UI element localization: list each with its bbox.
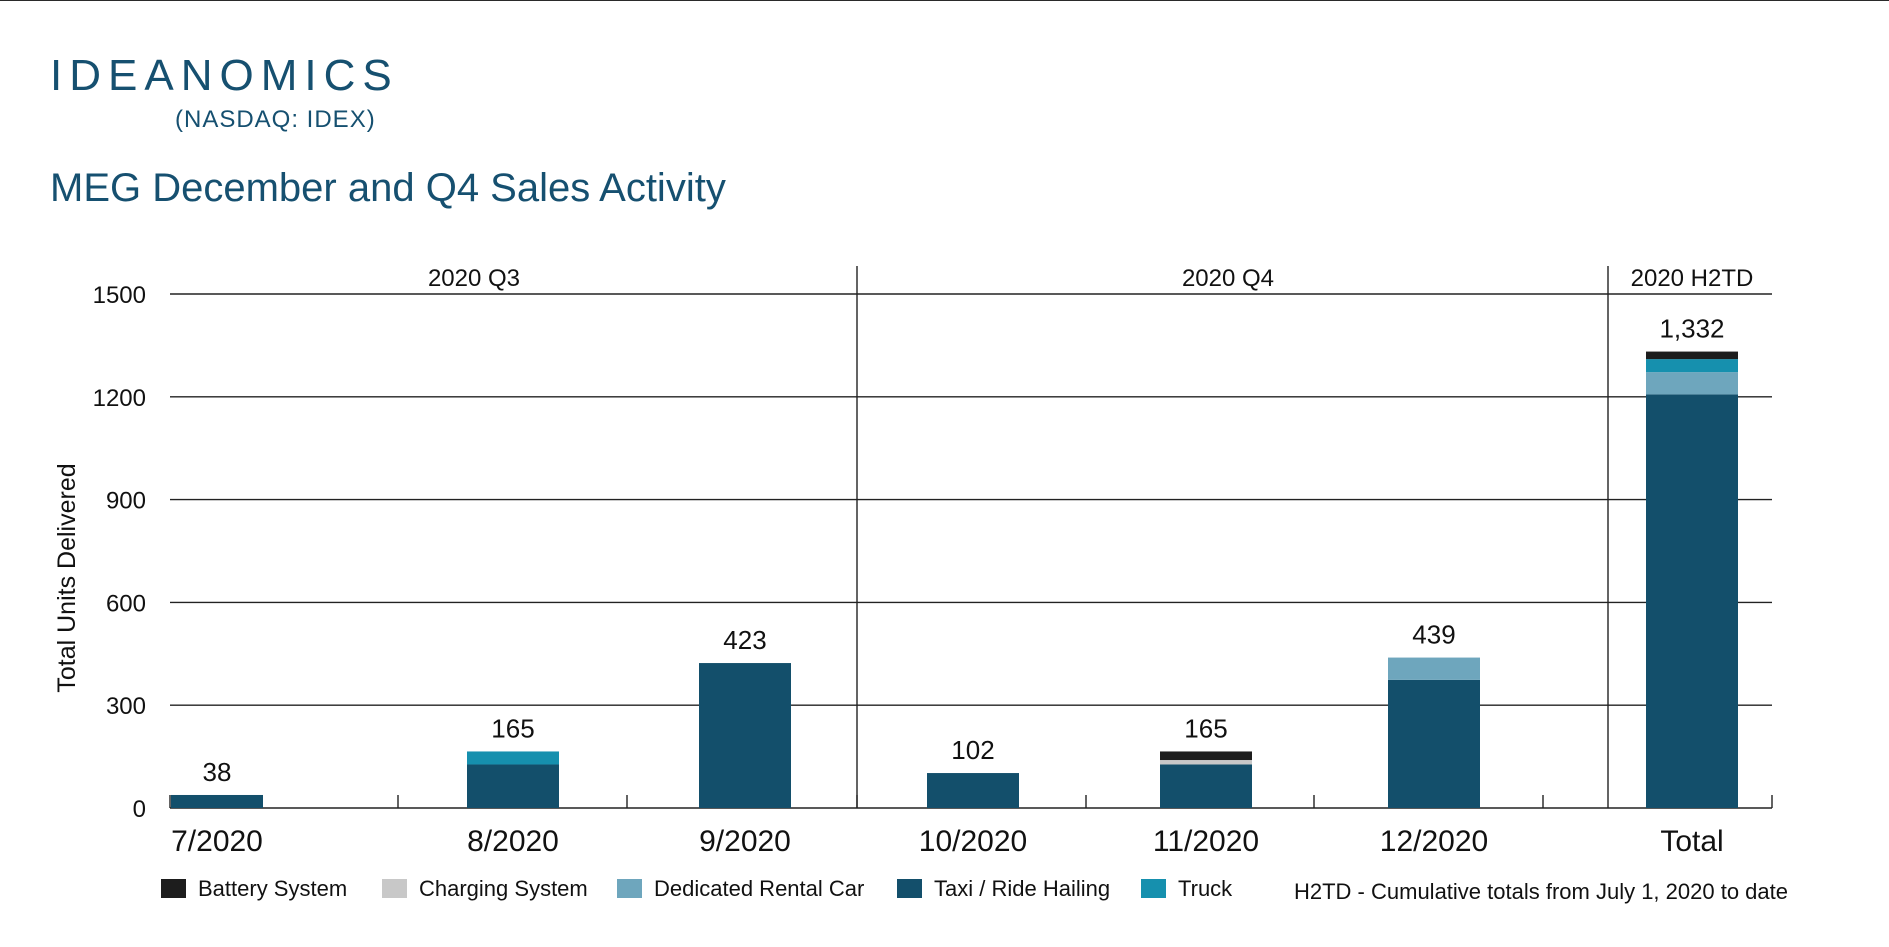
group-label: 2020 Q3	[428, 265, 520, 292]
bar-segment	[1160, 751, 1252, 761]
bar-segment	[699, 663, 791, 808]
legend-swatch	[617, 879, 642, 898]
legend-swatch	[382, 879, 407, 898]
bar-total-label: 38	[203, 757, 232, 787]
chart-footnote: H2TD - Cumulative totals from July 1, 20…	[1294, 879, 1788, 904]
y-tick-label: 1200	[93, 385, 146, 412]
y-tick-label: 0	[133, 796, 146, 823]
legend-label: Truck	[1178, 876, 1233, 901]
bar-total-label: 439	[1412, 620, 1455, 650]
legend-item: Dedicated Rental Car	[617, 876, 864, 901]
bar-segment	[1646, 351, 1738, 360]
legend-item: Taxi / Ride Hailing	[897, 876, 1110, 901]
x-tick-label: 11/2020	[1153, 825, 1259, 858]
bar-segment	[1160, 764, 1252, 808]
bar-segment	[1646, 359, 1738, 373]
bar-segment	[927, 773, 1019, 808]
legend-label: Taxi / Ride Hailing	[934, 876, 1110, 901]
bar-total-label: 165	[491, 713, 534, 743]
company-logo: IDEANOMICS	[50, 51, 399, 100]
x-tick-label: 9/2020	[699, 825, 791, 858]
bar-segment	[467, 764, 559, 808]
legend-swatch	[897, 879, 922, 898]
y-tick-label: 600	[106, 590, 146, 617]
bar-segment	[1646, 372, 1738, 395]
legend-swatch	[1141, 879, 1166, 898]
y-tick-label: 900	[106, 488, 146, 515]
legend-label: Dedicated Rental Car	[654, 876, 864, 901]
ticker-label: (NASDAQ: IDEX)	[175, 106, 376, 133]
bar-total-label: 1,332	[1659, 314, 1724, 344]
bar-total-label: 102	[951, 735, 994, 765]
x-tick-label: 8/2020	[467, 825, 559, 858]
y-axis-label: Total Units Delivered	[53, 463, 81, 692]
x-tick-label: 10/2020	[919, 825, 1027, 858]
legend-item: Battery System	[161, 876, 347, 901]
bar-segment	[1388, 679, 1480, 808]
page-title: MEG December and Q4 Sales Activity	[50, 166, 726, 210]
bar-segment	[1388, 657, 1480, 680]
legend-label: Battery System	[198, 876, 347, 901]
top-rule	[0, 0, 1889, 1]
bar-segment	[467, 751, 559, 765]
group-label: 2020 H2TD	[1631, 265, 1754, 292]
legend-item: Truck	[1141, 876, 1233, 901]
legend-swatch	[161, 879, 186, 898]
x-tick-label: Total	[1660, 825, 1723, 858]
bar-total-label: 165	[1184, 713, 1227, 743]
x-tick-label: 12/2020	[1380, 825, 1488, 858]
x-tick-label: 7/2020	[171, 825, 263, 858]
y-tick-label: 1500	[93, 282, 146, 309]
bar-segment	[171, 794, 263, 808]
group-label: 2020 Q4	[1182, 265, 1274, 292]
legend-item: Charging System	[382, 876, 588, 901]
bar-segment	[1160, 760, 1252, 765]
y-tick-label: 300	[106, 693, 146, 720]
bar-total-label: 423	[723, 625, 766, 655]
legend-label: Charging System	[419, 876, 588, 901]
bar-segment	[1646, 394, 1738, 808]
